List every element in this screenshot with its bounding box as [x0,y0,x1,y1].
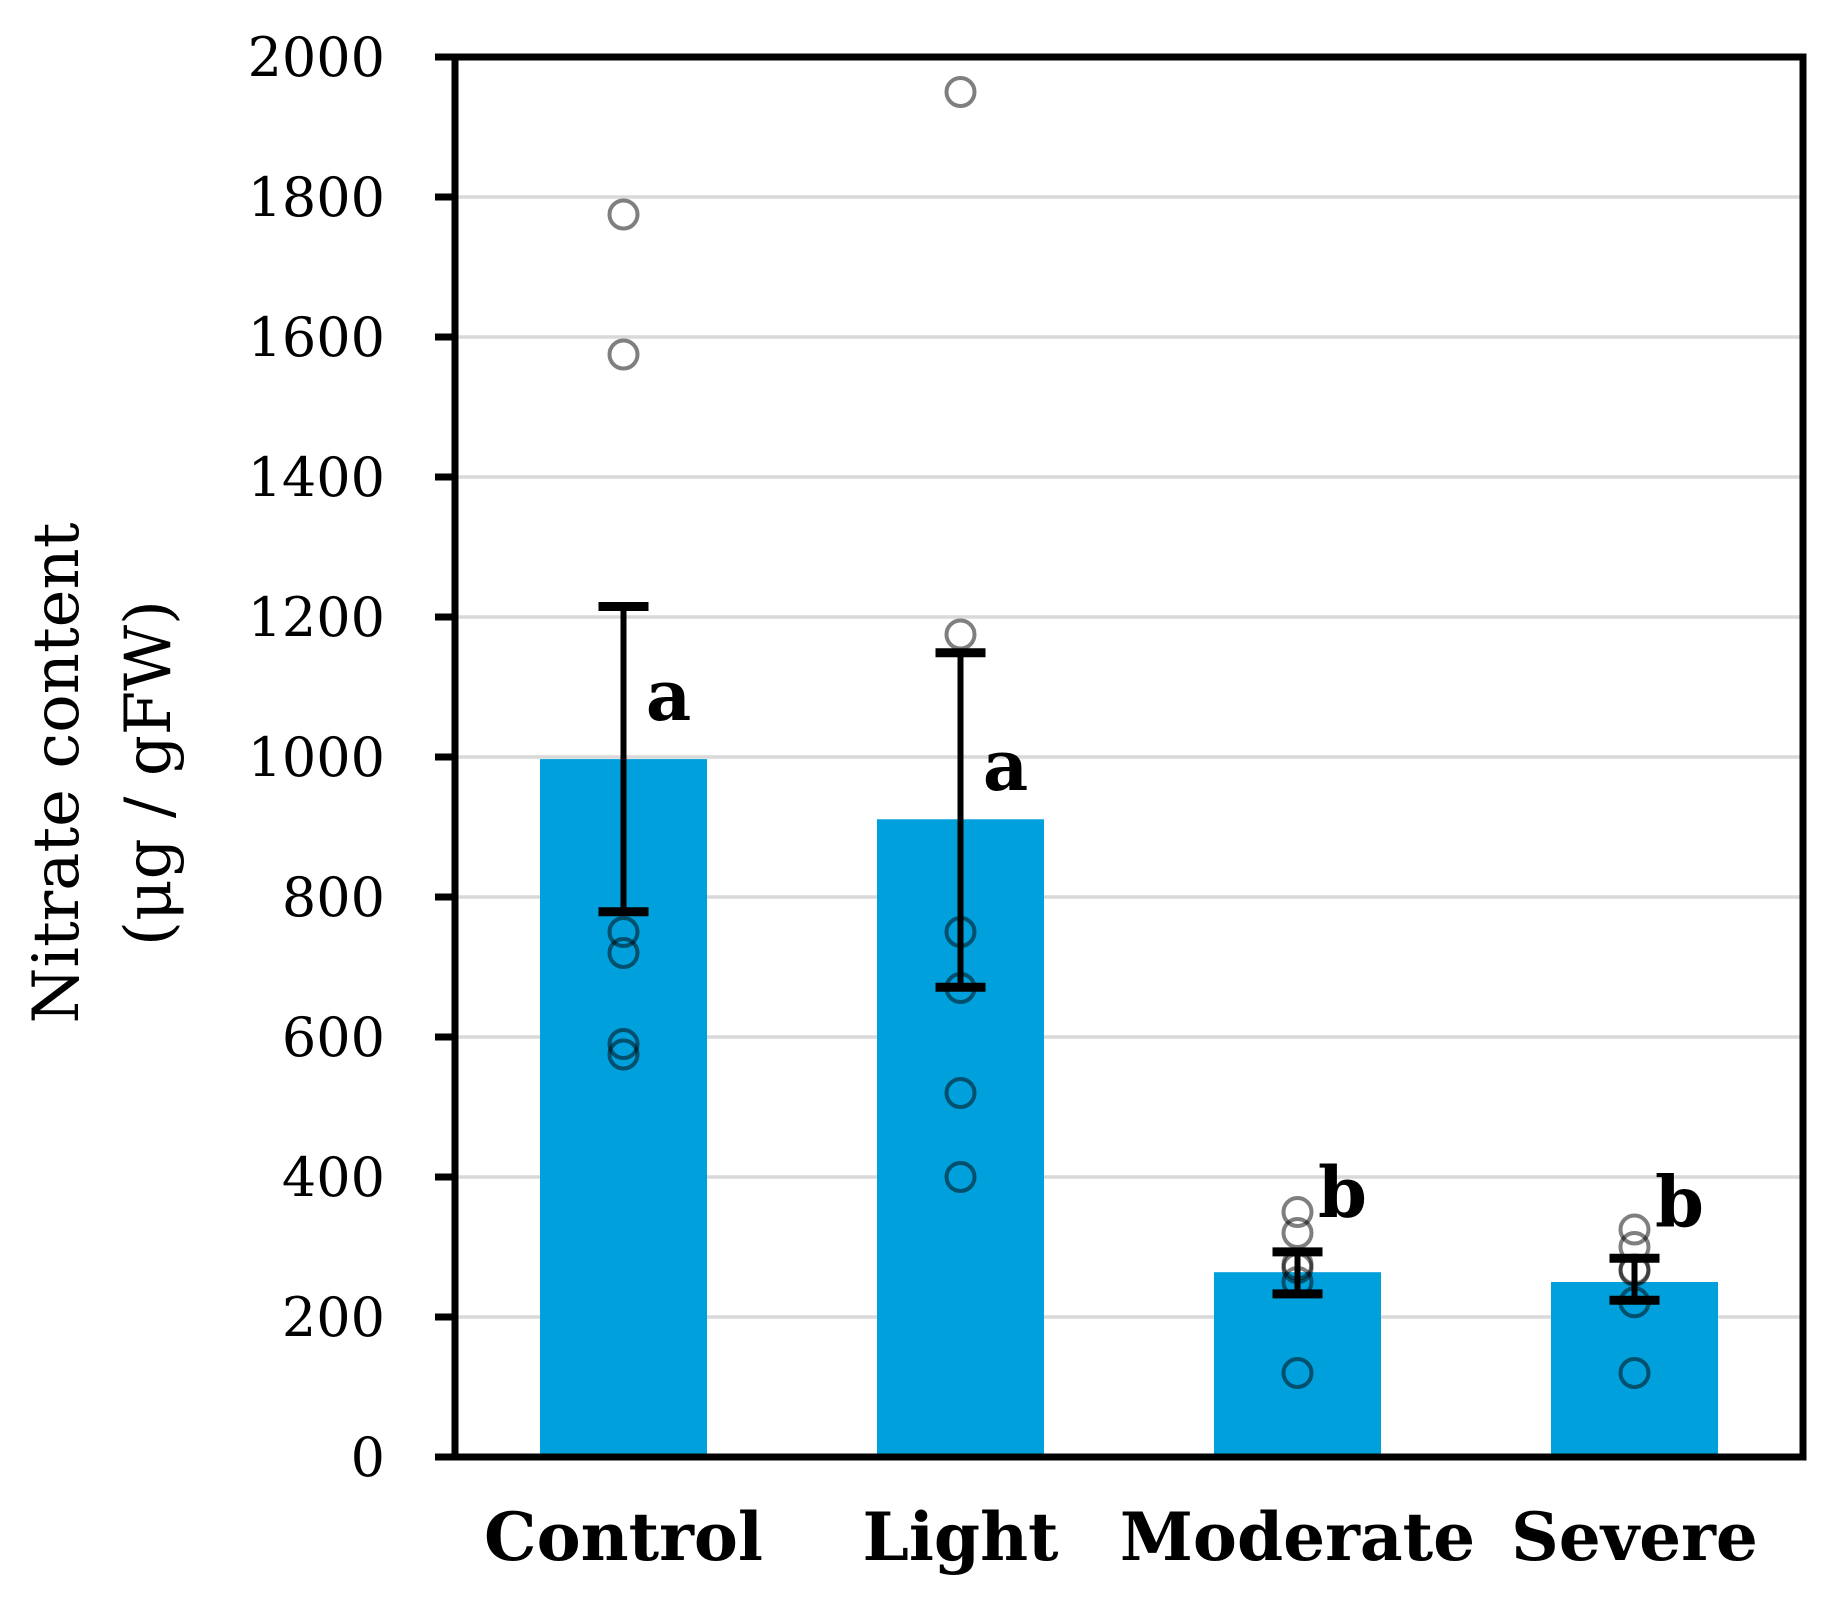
bar-moderate [1214,1272,1381,1457]
data-point-control [607,198,640,231]
significance-letter: b [1655,1161,1704,1244]
x-category-labels: Control Light Moderate Severe [484,1498,1758,1576]
y-axis-title-line1: Nitrate content [20,522,94,1023]
data-point-moderate [1281,1196,1314,1228]
y-axis-tick-labels: 0 200 400 600 800 1000 1200 1400 1600 1800 2000 [248,26,385,1489]
significance-letters: a a b b [646,654,1704,1244]
y-axis-title-line2: (μg / gFW) [112,600,186,946]
y-tick-label: 1600 [248,306,385,369]
significance-letter: a [646,654,691,737]
error-bars [598,602,1660,1305]
data-point-light [944,618,977,651]
y-tick-label: 600 [282,1006,385,1069]
bar-severe [1551,1282,1718,1457]
data-point-control [607,937,640,969]
data-points [607,76,1651,1389]
data-point-severe [1618,1357,1651,1389]
y-tick-label: 2000 [248,26,385,89]
bars [540,759,1718,1457]
x-category-label: Light [862,1498,1059,1576]
data-point-light [944,1161,977,1193]
y-tick-label: 0 [351,1426,385,1489]
data-point-light [944,1077,977,1109]
data-point-moderate [1281,1217,1314,1249]
data-point-control [607,1038,640,1071]
y-tick-label: 400 [282,1146,385,1209]
data-point-moderate [1281,1357,1314,1389]
x-category-label: Control [484,1498,763,1576]
y-tick-label: 1400 [248,446,385,509]
y-tick-label: 1800 [248,166,385,229]
data-point-control [607,916,640,948]
y-tick-label: 800 [282,866,385,929]
data-point-light [944,76,977,108]
x-category-label: Severe [1511,1498,1758,1576]
data-point-severe [1618,1213,1651,1246]
plot-border [451,53,1807,1461]
significance-letter: b [1318,1151,1367,1234]
data-point-control [607,338,640,371]
significance-letter: a [983,724,1028,807]
y-tick-label: 1000 [248,726,385,789]
data-point-control [607,1028,640,1060]
y-tick-label: 1200 [248,586,385,649]
x-category-label: Moderate [1120,1498,1475,1576]
y-tick-label: 200 [282,1286,385,1349]
